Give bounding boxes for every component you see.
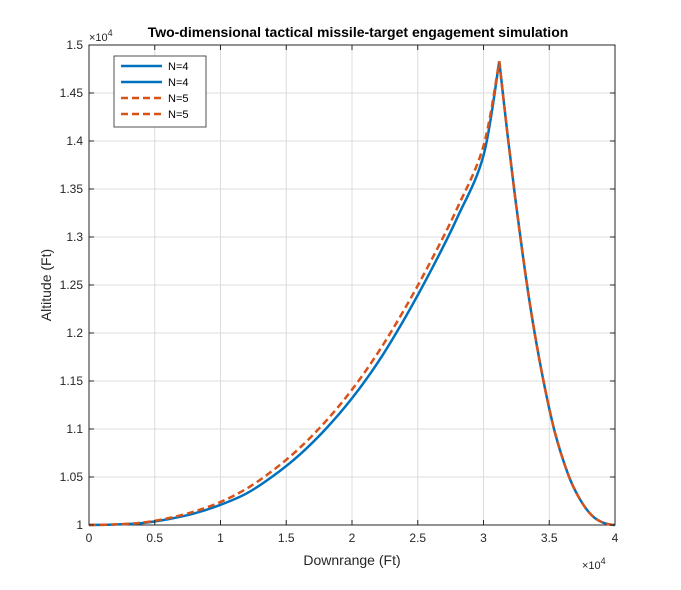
series-line-0: [88, 61, 501, 527]
y-tick-labels: 1 1.05 1.1 1.15 1.2 1.25 1.3 1.35 1.4 1.45 1.5: [60, 38, 84, 532]
legend: N=4 N=4 N=5 N=5: [113, 55, 207, 128]
x-axis-multiplier: ×10: [582, 560, 601, 572]
x-tick-label: 3.5: [541, 531, 558, 545]
y-tick-label: 1.05: [60, 470, 84, 484]
x-tick-label: 1.5: [278, 531, 295, 545]
y-tick-label: 1.3: [66, 230, 83, 244]
y-axis-exponent: ×104: [89, 28, 113, 44]
y-tick-label: 1.2: [66, 326, 83, 340]
y-tick-label: 1: [76, 518, 83, 532]
y-tick-label: 1.15: [60, 374, 84, 388]
x-axis-exponent-value: 4: [601, 556, 606, 566]
x-tick-label: 1: [217, 531, 224, 545]
legend-entry-label: N=4: [168, 61, 189, 73]
x-tick-labels: 0 0.5 1 1.5 2 2.5 3 3.5 4: [86, 531, 619, 545]
y-tick-label: 1.25: [60, 278, 84, 292]
x-tick-label: 4: [612, 531, 619, 545]
x-tick-label: 2.5: [409, 531, 426, 545]
axis-ticks: [88, 44, 616, 526]
x-tick-label: 2: [349, 531, 356, 545]
y-axis-multiplier: ×10: [89, 32, 108, 44]
x-tick-label: 0.5: [146, 531, 163, 545]
y-tick-label: 1.45: [60, 86, 84, 100]
y-tick-label: 1.1: [66, 422, 83, 436]
legend-entry-label: N=5: [168, 93, 189, 105]
y-tick-label: 1.4: [66, 134, 83, 148]
y-axis-label: Altitude (Ft): [38, 249, 54, 321]
series-layer: [88, 61, 616, 527]
chart-title: Two-dimensional tactical missile-target …: [148, 24, 569, 40]
legend-entry-label: N=5: [168, 109, 189, 121]
series-line-2: [88, 61, 501, 527]
grid-lines: [88, 44, 616, 526]
y-tick-label: 1.5: [66, 38, 83, 52]
legend-entry-label: N=4: [168, 77, 189, 89]
series-line-3: [498, 61, 616, 527]
y-tick-label: 1.35: [60, 182, 84, 196]
y-axis-exponent-value: 4: [108, 28, 113, 38]
x-tick-label: 3: [480, 531, 487, 545]
x-tick-label: 0: [86, 531, 93, 545]
x-axis-label: Downrange (Ft): [303, 552, 400, 568]
x-axis-exponent: ×104: [582, 556, 606, 572]
